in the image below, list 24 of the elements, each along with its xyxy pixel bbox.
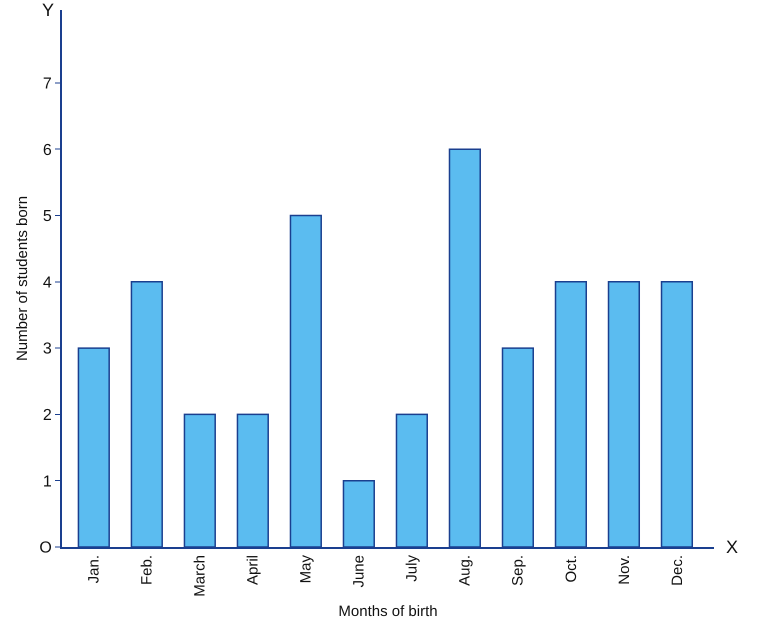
y-axis-title: Number of students born bbox=[14, 196, 32, 362]
y-tick-label: 4 bbox=[42, 274, 52, 292]
y-tick-label: 5 bbox=[42, 208, 52, 226]
y-tick-label: 6 bbox=[42, 142, 52, 159]
x-axis-title: Months of birth bbox=[338, 603, 438, 620]
text: X bbox=[726, 537, 738, 557]
x-tick-label: May bbox=[298, 554, 315, 584]
x-tick-label: Nov. bbox=[616, 555, 633, 585]
text: Y bbox=[42, 0, 54, 20]
x-tick-label: Oct. bbox=[562, 555, 580, 583]
y-tick-label: 2 bbox=[42, 407, 52, 424]
x-tick-label: Sep. bbox=[510, 555, 527, 586]
x-tick-label: Feb. bbox=[138, 555, 156, 586]
y-tick-label: 3 bbox=[42, 340, 52, 358]
y-tick-label: O bbox=[39, 540, 52, 557]
y-tick-label: 1 bbox=[42, 473, 52, 490]
x-tick-label: April bbox=[244, 555, 262, 586]
y-tick-label: 7 bbox=[42, 76, 52, 93]
x-tick-label: July bbox=[404, 554, 421, 582]
x-tick-label: Jan. bbox=[86, 555, 103, 584]
x-tick-label: March bbox=[192, 555, 209, 597]
x-tick-label: June bbox=[350, 555, 368, 588]
x-tick-label: Dec. bbox=[668, 555, 686, 586]
x-tick-label: Aug. bbox=[456, 555, 474, 586]
